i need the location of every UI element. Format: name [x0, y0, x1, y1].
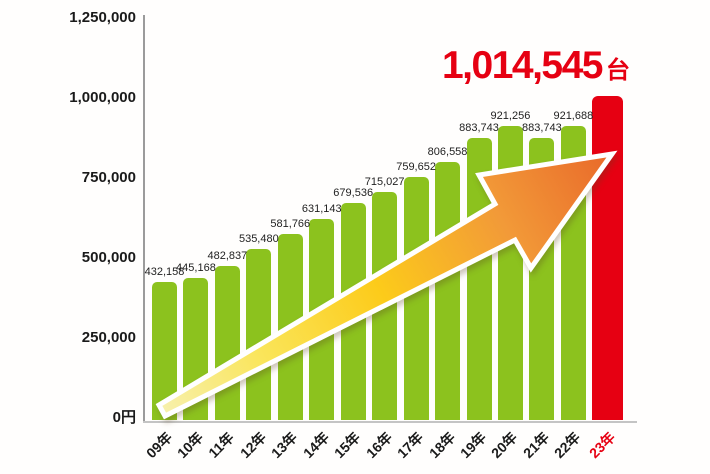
bar	[466, 137, 492, 421]
bar-value-label: 631,143	[301, 202, 342, 215]
y-tick-label: 1,250,000	[69, 9, 136, 26]
bar-value-label: 581,766	[270, 218, 311, 231]
bar-highlighted	[592, 95, 624, 421]
bar	[246, 249, 272, 421]
bar-value-label: 759,652	[396, 161, 436, 174]
y-tick-label: 750,000	[81, 169, 136, 186]
bar	[340, 203, 366, 421]
bar	[560, 125, 586, 421]
title-number: 1,014,545	[441, 44, 604, 87]
bar-value-label: 535,480	[238, 233, 279, 246]
bar-value-label: 883,743	[522, 121, 562, 134]
bar	[497, 125, 523, 421]
bar-value-label: 883,743	[459, 121, 499, 134]
bar-value-label: 715,027	[364, 175, 405, 188]
bar	[277, 234, 303, 421]
bar-value-label: 921,688	[553, 109, 594, 122]
bar	[309, 218, 335, 421]
chart-title: 1,014,545 台	[408, 44, 630, 90]
bar-value-label: 482,837	[207, 249, 248, 262]
bar	[183, 278, 209, 421]
y-tick-label: 0円	[112, 409, 136, 426]
bar	[435, 162, 461, 421]
x-axis-line	[143, 421, 637, 423]
bar-value-label: 806,558	[427, 146, 468, 159]
y-tick-label: 500,000	[81, 249, 136, 266]
bar-value-label: 445,168	[176, 262, 216, 275]
bar	[214, 265, 240, 421]
bar	[403, 177, 429, 421]
bar-value-label: 921,256	[490, 109, 531, 122]
y-axis-line	[142, 15, 145, 422]
y-tick-label: 1,000,000	[69, 89, 136, 106]
bar	[529, 137, 555, 421]
bar	[152, 282, 177, 421]
bar-value-label: 679,536	[333, 187, 374, 200]
title-unit: 台	[606, 57, 630, 84]
bar	[372, 191, 398, 421]
y-tick-label: 250,000	[81, 329, 136, 346]
